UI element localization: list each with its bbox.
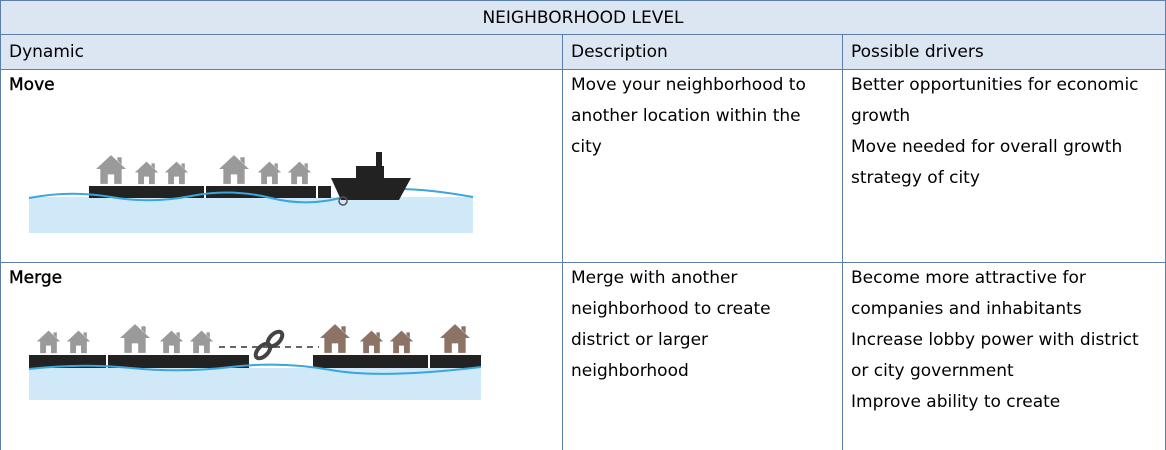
header-cell: Description [562, 34, 843, 70]
driver-text: Increase lobby power with district or ci… [851, 330, 1139, 381]
move-illustration [28, 152, 474, 233]
dynamic-name: Merge [9, 268, 63, 288]
header-cell: Dynamic [0, 34, 563, 70]
header-cell: Possible drivers [842, 34, 1166, 70]
drivers-cell: Better opportunities for economic growth… [842, 69, 1166, 263]
driver-text: Move needed for overall growth strategy … [851, 137, 1123, 188]
dynamic-name: Move [9, 75, 55, 95]
drivers-cell: Become more attractive for companies and… [842, 262, 1166, 450]
table-title: NEIGHBORHOOD LEVEL [0, 0, 1166, 35]
dynamic-cell: Move [0, 69, 563, 263]
description-text: Merge with another neighborhood to creat… [571, 268, 771, 381]
driver-text: Improve ability to create [851, 392, 1061, 412]
driver-text: Better opportunities for economic growth [851, 75, 1139, 126]
description-cell: Merge with another neighborhood to creat… [562, 262, 843, 450]
description-cell: Move your neighborhood to another locati… [562, 69, 843, 263]
merge-illustration [28, 324, 482, 400]
description-text: Move your neighborhood to another locati… [571, 75, 806, 157]
dynamic-cell: Merge [0, 262, 563, 450]
driver-text: Become more attractive for companies and… [851, 268, 1086, 319]
